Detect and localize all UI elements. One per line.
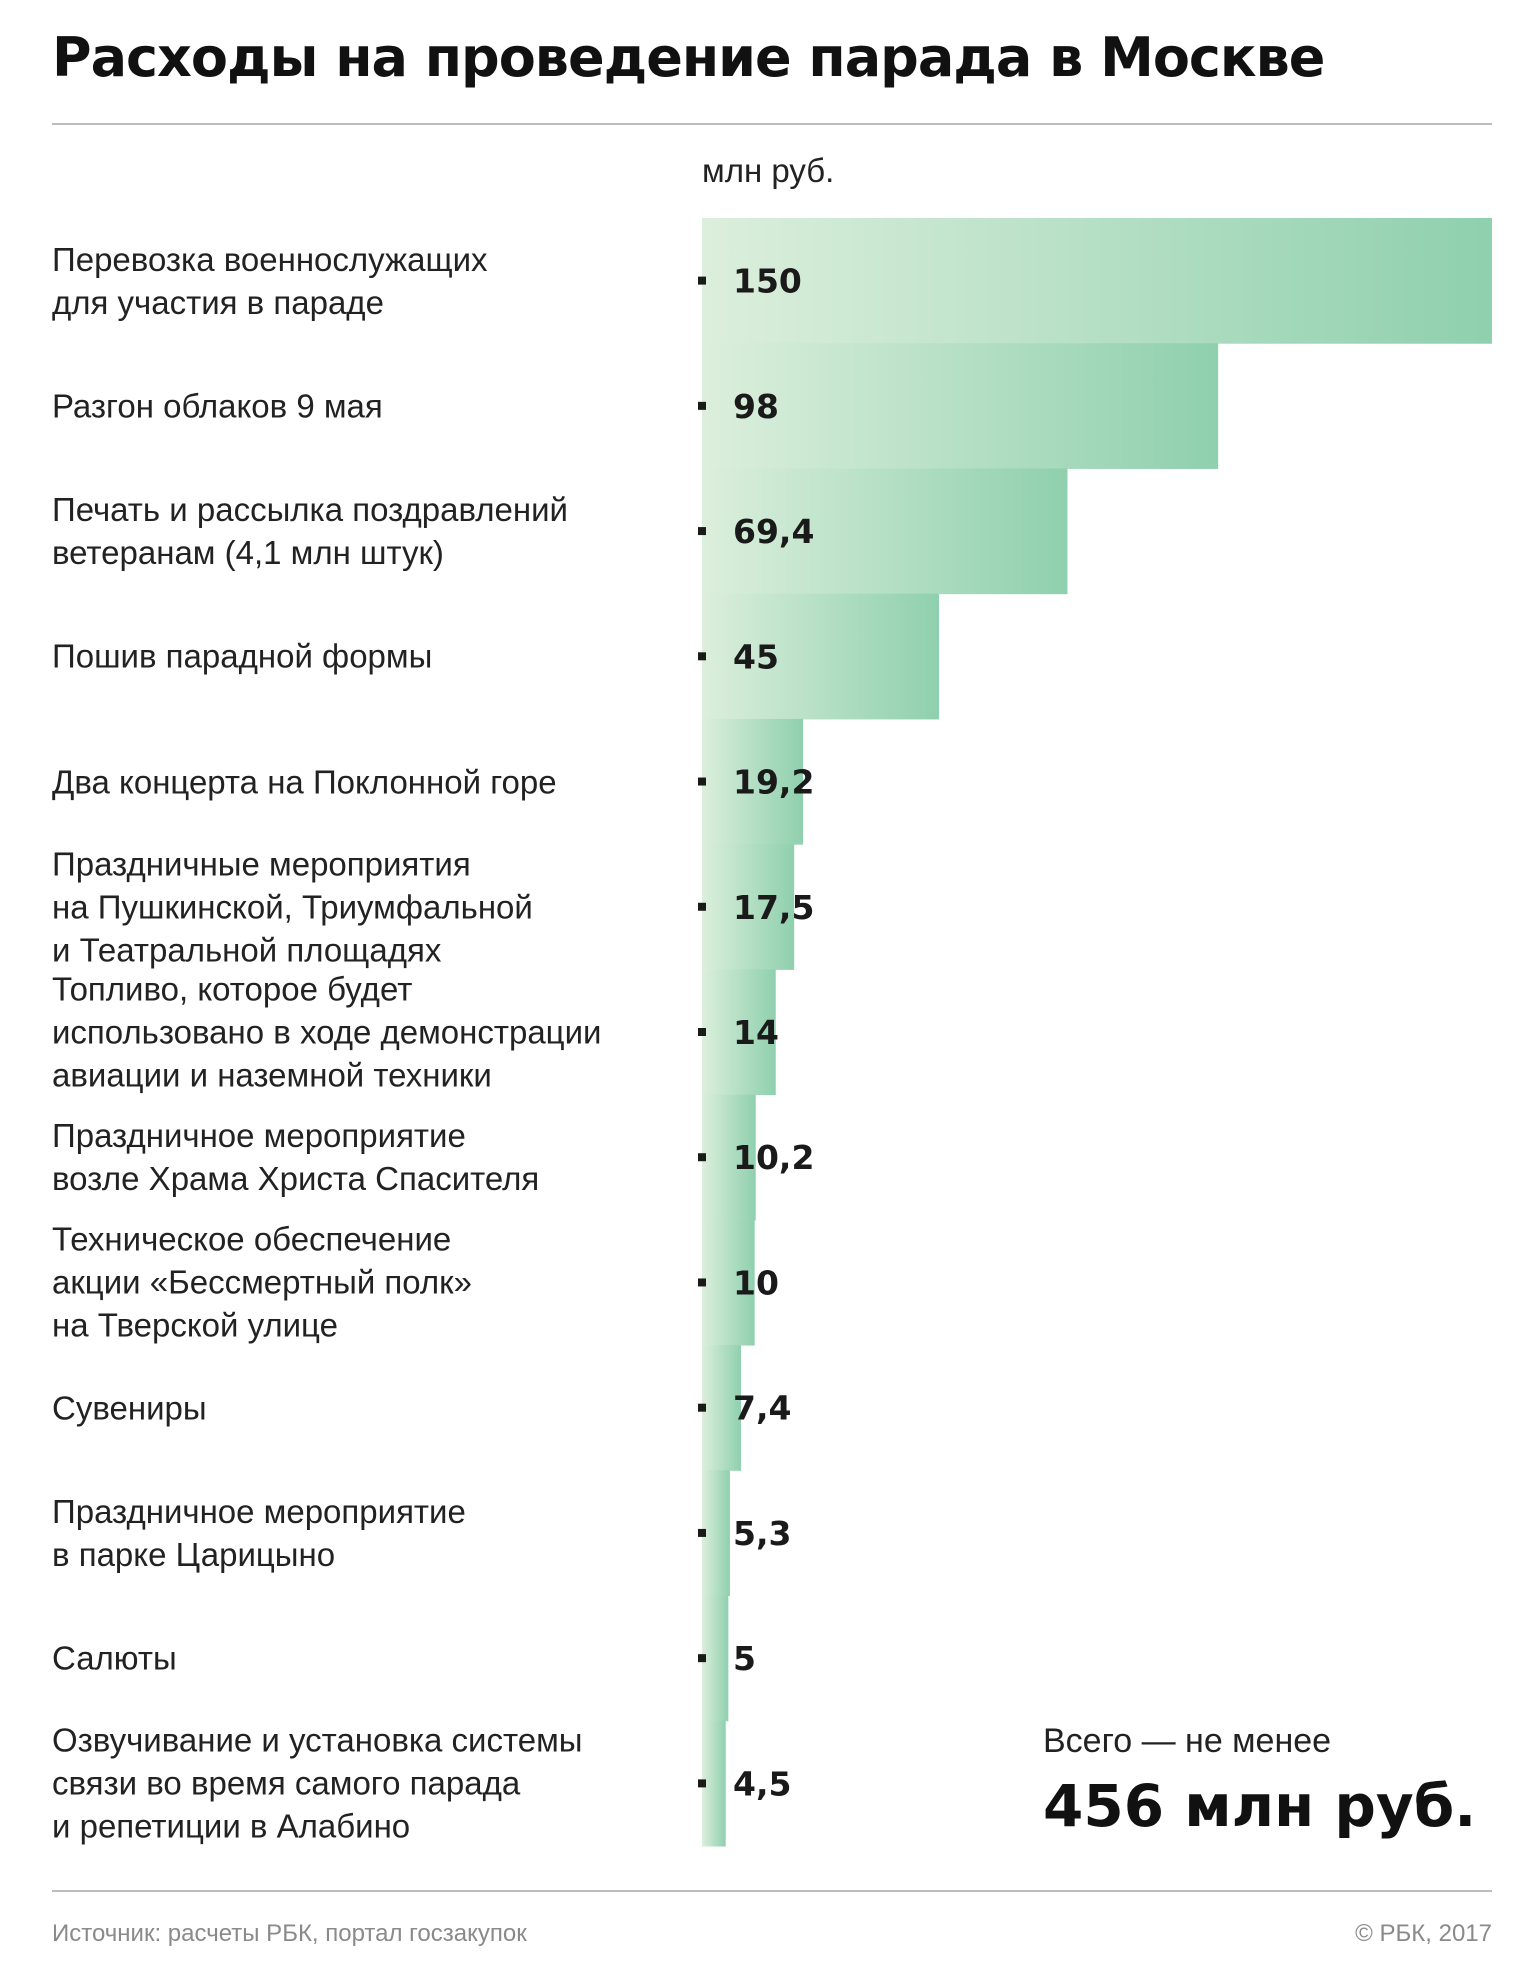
bar — [702, 1470, 730, 1597]
total-value: 456 млн руб. — [1043, 1772, 1477, 1840]
category-label-line: акции «Бессмертный полк» — [52, 1263, 472, 1301]
markers-group — [698, 276, 706, 1788]
bar — [702, 1094, 756, 1221]
category-label-line: Праздничное мероприятие — [52, 1492, 466, 1530]
bar — [702, 844, 795, 970]
value-label: 5 — [733, 1639, 756, 1678]
bar-marker — [698, 1278, 706, 1287]
category-label: Перевозка военнослужащих для участия в па… — [52, 238, 692, 324]
category-label: Сувениры — [52, 1386, 692, 1429]
bar — [702, 218, 1492, 344]
category-label: Салюты — [52, 1637, 692, 1680]
category-label-line: Перевозка военнослужащих — [52, 240, 488, 278]
category-label-line: Салюты — [52, 1639, 177, 1677]
category-label-line: на Пушкинской, Триумфальной — [52, 888, 533, 926]
category-label-line: возле Храма Христа Спасителя — [52, 1160, 540, 1198]
category-label-line: и Театральной площадях — [52, 931, 442, 969]
value-label: 14 — [733, 1013, 779, 1052]
bar-marker — [698, 1779, 706, 1788]
bar — [702, 593, 939, 720]
bar — [702, 1595, 729, 1722]
category-label-line: на Тверской улице — [52, 1306, 338, 1344]
bar — [702, 468, 1068, 595]
category-label: Пошив парадной формы — [52, 635, 692, 678]
category-label-line: Сувениры — [52, 1389, 207, 1427]
bar — [702, 969, 776, 1096]
bar-marker — [698, 652, 706, 661]
category-label-line: авиации и наземной техники — [52, 1056, 492, 1094]
bar-marker — [698, 527, 706, 536]
value-label: 45 — [733, 637, 779, 676]
category-label-line: Озвучивание и установка системы — [52, 1721, 583, 1759]
category-label: Разгон облаков 9 мая — [52, 384, 692, 427]
category-label-line: использовано в ходе демонстрации — [52, 1013, 602, 1051]
bar — [702, 718, 804, 845]
bar — [702, 343, 1219, 469]
top-divider — [52, 123, 1492, 125]
chart-title: Расходы на проведение парада в Москве — [52, 26, 1325, 89]
value-label: 69,4 — [733, 512, 814, 551]
bar — [702, 1720, 726, 1847]
value-labels-group: 150 98 69,4 45 19,2 17,5 14 10,2 10 7,4 5,3 5 4,5 — [733, 262, 814, 1804]
category-label: Техническое обеспечение акции «Бессмертны… — [52, 1218, 692, 1347]
category-label-line: Разгон облаков 9 мая — [52, 387, 383, 425]
category-label-line: ветеранам (4,1 млн штук) — [52, 534, 444, 572]
bar-marker — [698, 276, 706, 285]
bar-marker — [698, 902, 706, 911]
bar-marker — [698, 1403, 706, 1412]
value-label: 17,5 — [733, 888, 814, 927]
category-label-line: Праздничные мероприятия — [52, 845, 471, 883]
bar-marker — [698, 1153, 706, 1162]
total-caption: Всего — не менее — [1043, 1722, 1332, 1760]
category-label: Праздничные мероприятия на Пушкинской, Тр… — [52, 842, 692, 971]
category-label-line: для участия в параде — [52, 283, 384, 321]
category-label: Озвучивание и установка системы связи во … — [52, 1719, 692, 1848]
value-label: 10,2 — [733, 1138, 814, 1177]
category-label: Два концерта на Поклонной горе — [52, 760, 692, 803]
category-label-line: Топливо, которое будет — [52, 970, 413, 1008]
value-label: 150 — [733, 262, 802, 301]
unit-label: млн руб. — [702, 152, 835, 189]
copyright-note: © РБК, 2017 — [1355, 1920, 1492, 1947]
bars-group — [702, 218, 1492, 1847]
source-note: Источник: расчеты РБК, портал госзакупок — [52, 1920, 527, 1947]
bar-marker — [698, 1528, 706, 1537]
bar — [702, 1345, 741, 1471]
category-label-line: Техническое обеспечение — [52, 1220, 452, 1258]
category-label-line: и репетиции в Алабино — [52, 1807, 411, 1845]
category-label: Топливо, которое будет использовано в ход… — [52, 968, 692, 1097]
category-label-line: в парке Царицыно — [52, 1535, 336, 1573]
bar-marker — [698, 777, 706, 786]
category-label: Печать и рассылка поздравлений ветеранам … — [52, 488, 692, 574]
bottom-divider — [52, 1890, 1492, 1892]
bar-marker — [698, 401, 706, 410]
category-label: Праздничное мероприятие возле Храма Христ… — [52, 1114, 692, 1200]
bar-marker — [698, 1654, 706, 1663]
category-label-line: Печать и рассылка поздравлений — [52, 491, 568, 529]
value-label: 5,3 — [733, 1514, 791, 1553]
value-label: 4,5 — [733, 1764, 791, 1803]
bar-marker — [698, 1028, 706, 1036]
category-label-line: Праздничное мероприятие — [52, 1117, 466, 1155]
value-label: 7,4 — [733, 1389, 791, 1428]
category-label-line: связи во время самого парада — [52, 1764, 521, 1802]
category-label-line: Пошив парадной формы — [52, 637, 433, 675]
value-label: 10 — [733, 1263, 779, 1302]
category-label: Праздничное мероприятие в парке Царицыно — [52, 1490, 692, 1576]
value-label: 98 — [733, 387, 779, 426]
bar — [702, 1219, 755, 1346]
value-label: 19,2 — [733, 763, 814, 802]
category-label-line: Два концерта на Поклонной горе — [52, 763, 557, 801]
